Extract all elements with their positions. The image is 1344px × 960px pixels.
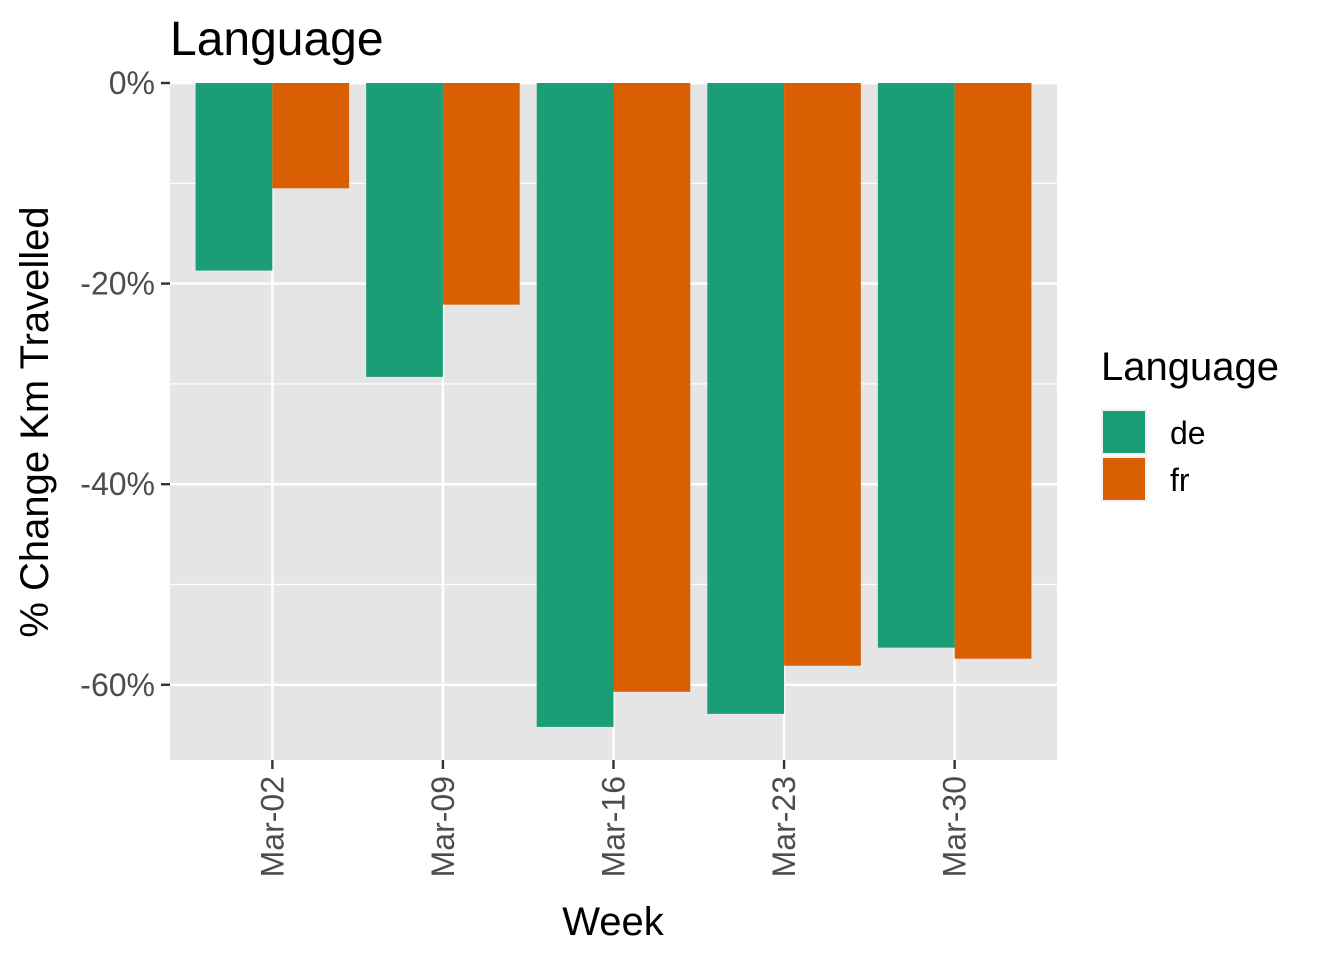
x-tick-label: Mar-30 <box>937 776 973 877</box>
x-tick-label: Mar-23 <box>766 776 802 877</box>
bar-de-mar-02 <box>195 83 273 271</box>
bar-fr-mar-09 <box>442 83 520 305</box>
y-tick-label: 0% <box>109 65 155 101</box>
legend-label-de: de <box>1170 415 1206 451</box>
y-tick-label: -40% <box>80 466 155 502</box>
legend: Language de fr <box>1101 345 1279 502</box>
y-axis: 0% -20% -40% -60% <box>80 65 170 703</box>
bar-fr-mar-02 <box>272 83 350 189</box>
bar-fr-mar-16 <box>613 83 691 692</box>
legend-title: Language <box>1101 345 1279 389</box>
bar-de-mar-16 <box>536 83 614 727</box>
bar-de-mar-09 <box>366 83 443 377</box>
y-axis-title: % Change Km Travelled <box>13 206 57 637</box>
bar-de-mar-23 <box>707 83 785 714</box>
x-tick-label: Mar-16 <box>596 776 632 877</box>
legend-label-fr: fr <box>1170 462 1190 498</box>
x-axis-title: Week <box>562 900 665 944</box>
y-tick-label: -60% <box>80 667 155 703</box>
chart-title: Language <box>170 13 384 66</box>
bars-group <box>195 83 1032 727</box>
x-tick-label: Mar-09 <box>425 776 461 877</box>
bar-de-mar-30 <box>877 83 955 648</box>
x-axis: Mar-02 Mar-09 Mar-16 Mar-23 Mar-30 <box>254 760 973 877</box>
x-tick-label: Mar-02 <box>254 776 290 877</box>
legend-swatch-fr <box>1103 458 1145 500</box>
y-tick-label: -20% <box>80 266 155 302</box>
bar-fr-mar-30 <box>954 83 1032 659</box>
legend-swatch-de <box>1103 411 1145 453</box>
bar-fr-mar-23 <box>784 83 861 666</box>
